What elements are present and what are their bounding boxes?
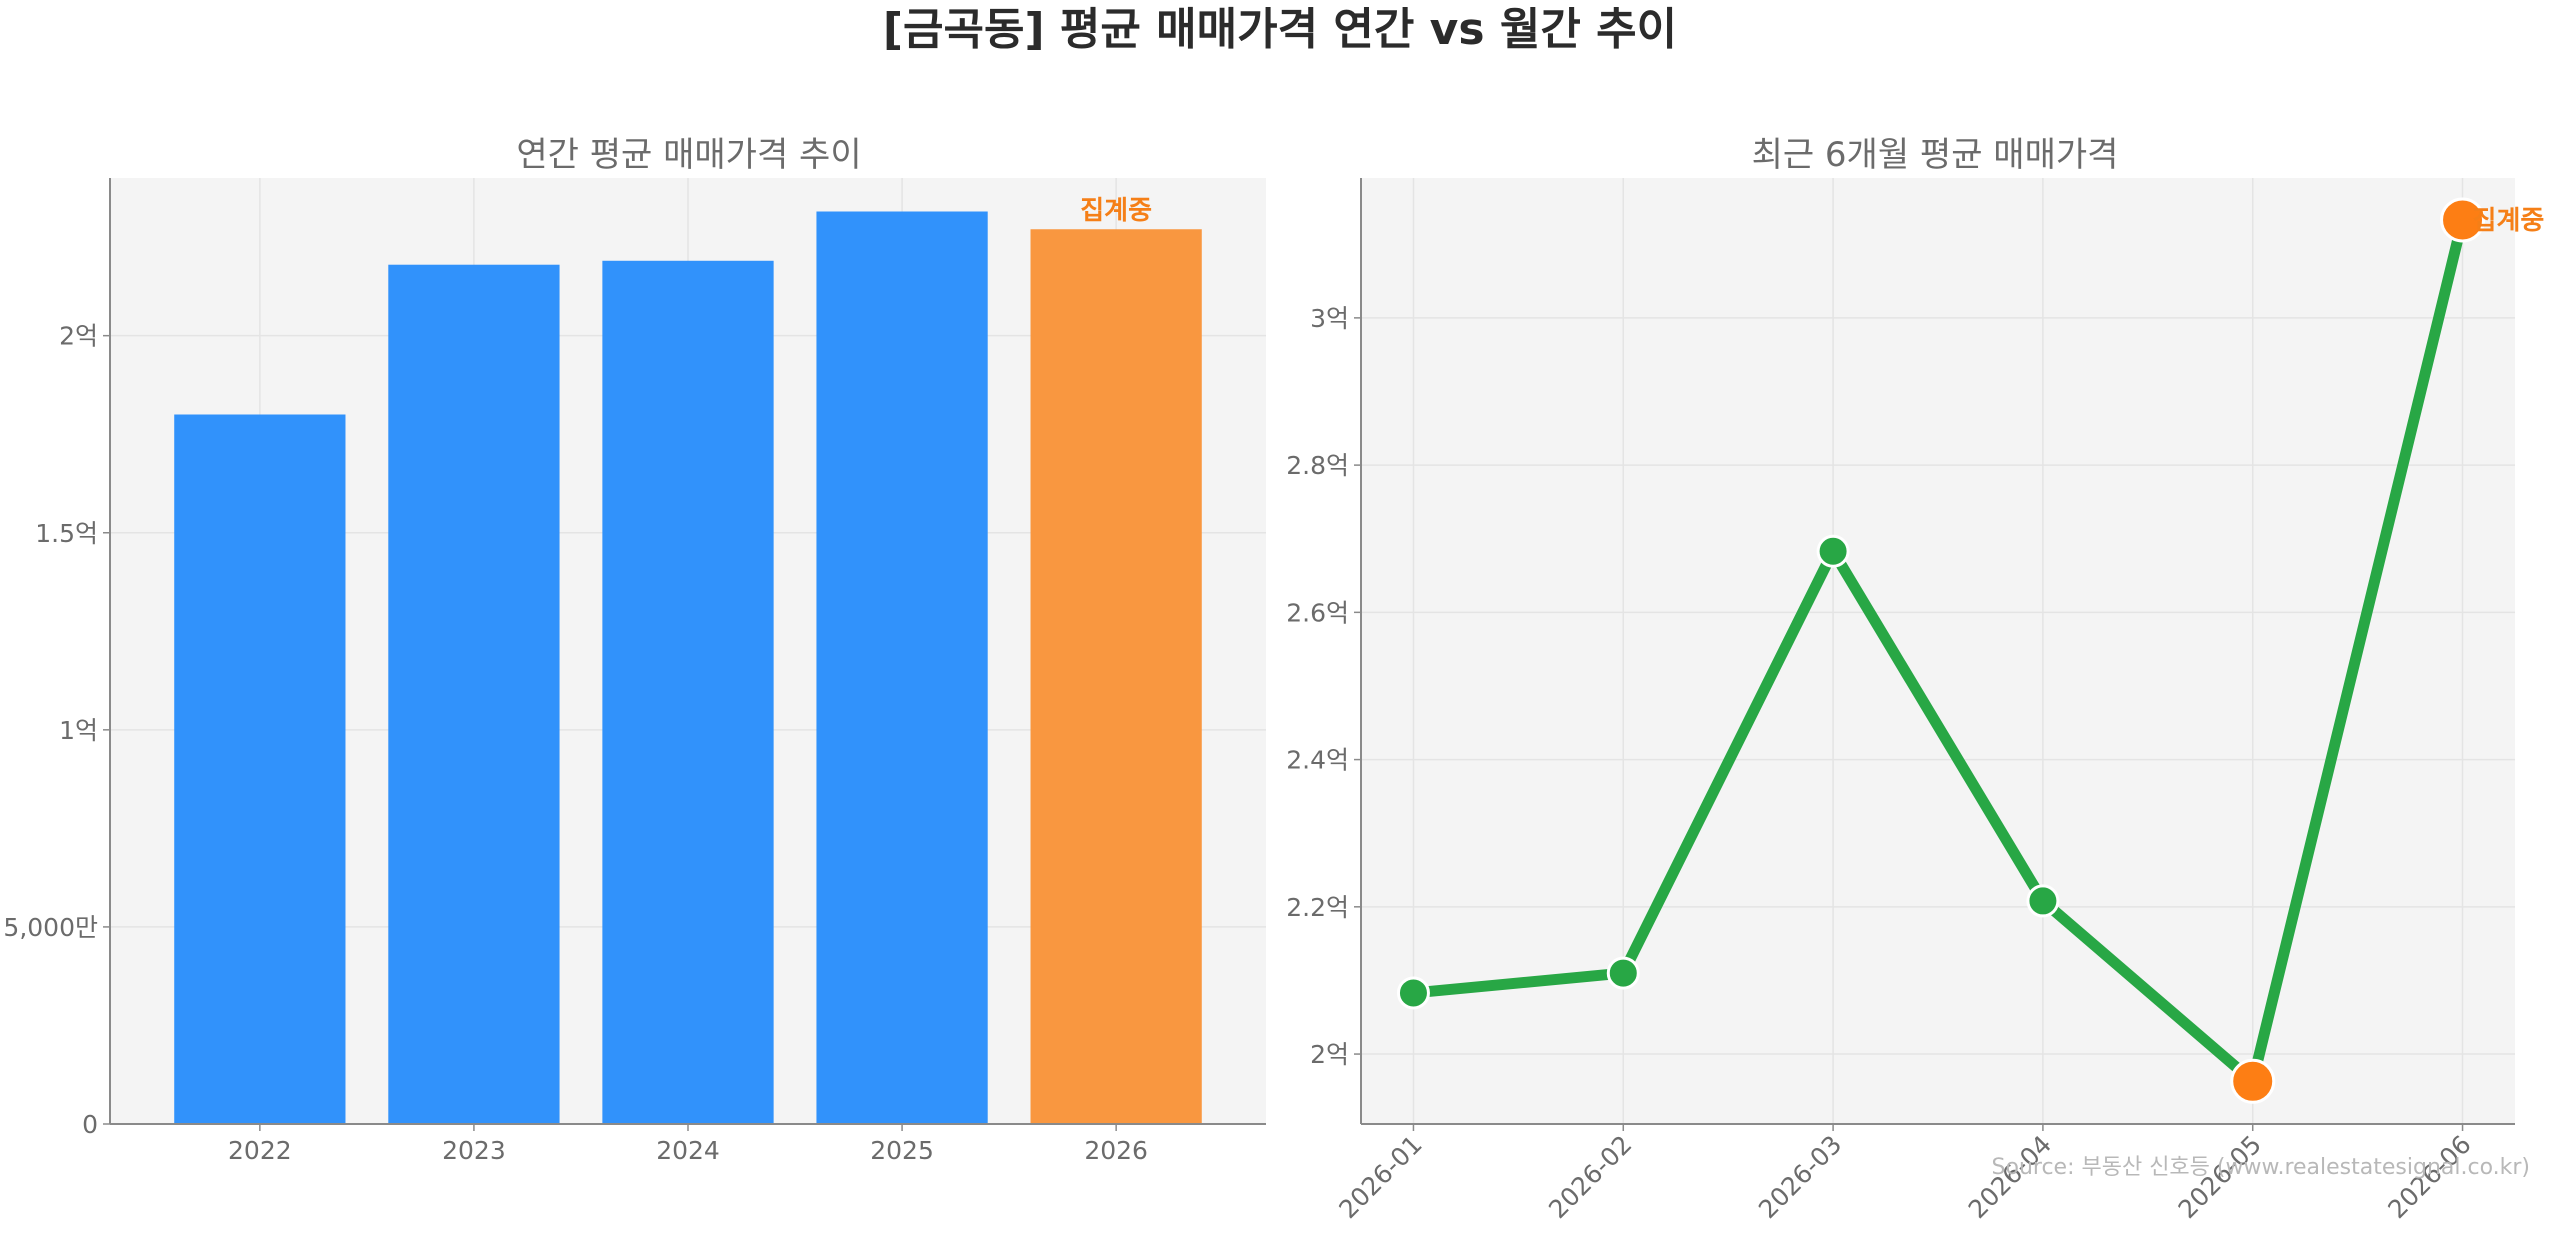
point-2026-01: [1396, 976, 1430, 1010]
bar-in-progress-label: 집계중: [1080, 196, 1152, 226]
line-x-tick-label: 2026-02: [1543, 1130, 1637, 1224]
bar-x-tick-label: 2026: [1084, 1136, 1148, 1165]
point-2026-04: [2026, 884, 2060, 918]
bar-x-tick-label: 2023: [442, 1136, 506, 1165]
line-x-tick-label: 2026-01: [1333, 1130, 1427, 1224]
line-chart: 집계중 2억 2.2억 2.4억 2.6억 2.8억 3억 2026-01 2026-02 202…: [1286, 178, 2544, 1224]
series-line: [1407, 214, 2469, 1087]
source-note: Source: 부동산 신호등 (www.realestatesignal.co…: [1992, 1155, 2530, 1180]
bar-y-tick-label: 2억: [59, 322, 98, 351]
point-2026-05: [2230, 1058, 2276, 1104]
line-y-tick-label: 2.2억: [1286, 893, 1349, 922]
bar-x-tick-label: 2025: [870, 1136, 934, 1165]
bar-y-tick-label: 1억: [59, 716, 98, 745]
bar-chart: 집계중 0 5,000만 1억 1.5억 2억 2022 2023 2024 2025 2026: [3, 178, 1266, 1165]
line-x-tick-label: 2026-03: [1753, 1130, 1847, 1224]
line-y-tick-label: 2.6억: [1286, 598, 1349, 627]
bar-2026: [1030, 229, 1202, 1124]
bar-y-tick-label: 0: [82, 1110, 98, 1139]
line-y-tick-label: 2.8억: [1286, 451, 1349, 480]
bar-2023: [388, 264, 560, 1124]
point-2026-03: [1816, 534, 1850, 568]
line-y-tick-label: 3억: [1310, 304, 1349, 333]
bar-chart-title: 연간 평균 매매가격 추이: [516, 135, 861, 175]
bar-y-tick-label: 5,000만: [3, 913, 98, 942]
point-2026-06: [2440, 197, 2486, 243]
bar-2024: [602, 260, 774, 1124]
line-y-tick-label: 2억: [1310, 1040, 1349, 1069]
figure-title: [금곡동] 평균 매매가격 연간 vs 월간 추이: [883, 4, 1677, 55]
line-in-progress-label: 집계중: [2473, 206, 2545, 236]
bar-x-tick-label: 2024: [656, 1136, 720, 1165]
line-plot-area: [1361, 178, 2515, 1124]
bar-x-tick-label: 2022: [228, 1136, 292, 1165]
point-2026-02: [1606, 956, 1640, 990]
bar-2025: [816, 211, 988, 1125]
bar-2022: [174, 414, 346, 1124]
line-y-tick-label: 2.4억: [1286, 746, 1349, 775]
bar-y-tick-label: 1.5억: [35, 519, 98, 548]
line-chart-title: 최근 6개월 평균 매매가격: [1752, 135, 2119, 175]
